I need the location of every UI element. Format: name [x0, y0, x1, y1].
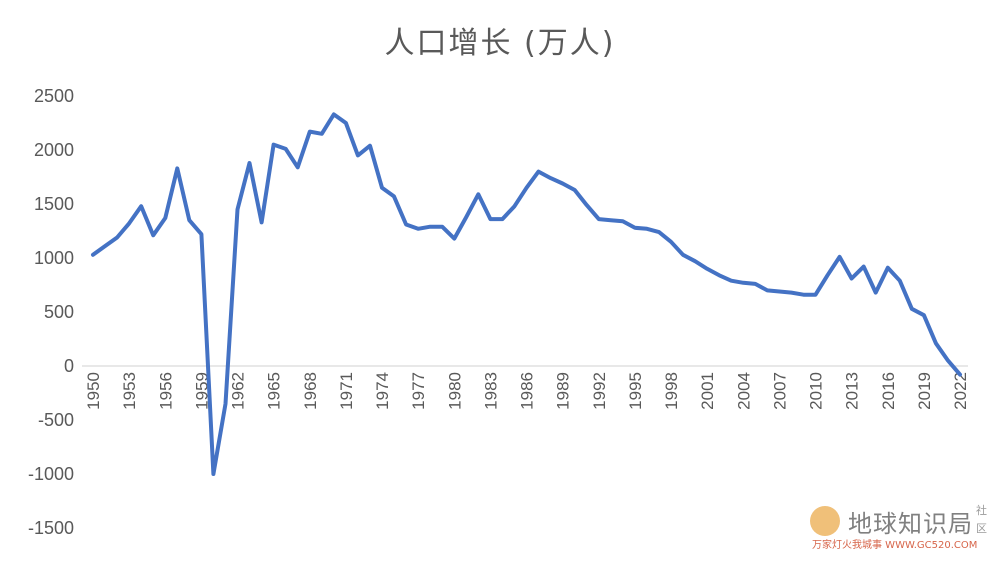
series-line — [91, 112, 962, 476]
x-tick-label: 1998 — [662, 372, 681, 410]
watermark: 地球知识局 社区 万家灯火我城事 WWW.GC520.COM — [810, 498, 990, 556]
x-tick-label: 1965 — [265, 372, 284, 410]
x-tick-label: 2022 — [951, 372, 970, 410]
y-tick-label: -500 — [38, 410, 74, 430]
y-tick-label: 2500 — [34, 86, 74, 106]
watermark-text: 地球知识局 — [848, 510, 973, 538]
x-tick-label: 2001 — [698, 372, 717, 410]
x-tick-label: 1968 — [301, 372, 320, 410]
x-tick-label: 2019 — [915, 372, 934, 410]
x-tick-label: 2016 — [879, 372, 898, 410]
x-tick-label: 1980 — [445, 372, 464, 410]
x-tick-label: 1995 — [626, 372, 645, 410]
y-tick-label: 1500 — [34, 194, 74, 214]
y-tick-label: 1000 — [34, 248, 74, 268]
x-tick-labels: 1950 1953 1956 1959 1962 1965 1968 1971 1974 1977… — [84, 372, 970, 410]
y-tick-label: 2000 — [34, 140, 74, 160]
x-tick-label: 1971 — [337, 372, 356, 410]
y-tick-labels: 2500 2000 1500 1000 500 0 -500 -1000 -1500 — [28, 86, 74, 538]
x-tick-label: 1953 — [120, 372, 139, 410]
y-tick-label: 500 — [44, 302, 74, 322]
x-tick-label: 1983 — [481, 372, 500, 410]
y-tick-label: 0 — [64, 356, 74, 376]
x-tick-label: 1962 — [229, 372, 248, 410]
chart-title: 人口增长 (万人) — [384, 26, 616, 61]
y-tick-label: -1500 — [28, 518, 74, 538]
x-tick-label: 2010 — [807, 372, 826, 410]
x-tick-label: 1959 — [192, 372, 211, 410]
x-tick-label: 2007 — [770, 372, 789, 410]
watermark-side-text: 社区 — [976, 504, 987, 535]
watermark-logo-icon — [810, 506, 840, 536]
x-tick-label: 1974 — [373, 372, 392, 410]
x-tick-label: 1977 — [409, 372, 428, 410]
watermark-subtext: 万家灯火我城事 WWW.GC520.COM — [812, 540, 978, 551]
series-layer — [91, 112, 962, 476]
x-tick-label: 2004 — [734, 372, 753, 410]
x-tick-label: 1950 — [84, 372, 103, 410]
x-tick-label: 2013 — [843, 372, 862, 410]
x-tick-label: 1992 — [590, 372, 609, 410]
x-tick-label: 1989 — [554, 372, 573, 410]
x-tick-label: 1956 — [156, 372, 175, 410]
x-tick-label: 1986 — [518, 372, 537, 410]
y-tick-label: -1000 — [28, 464, 74, 484]
